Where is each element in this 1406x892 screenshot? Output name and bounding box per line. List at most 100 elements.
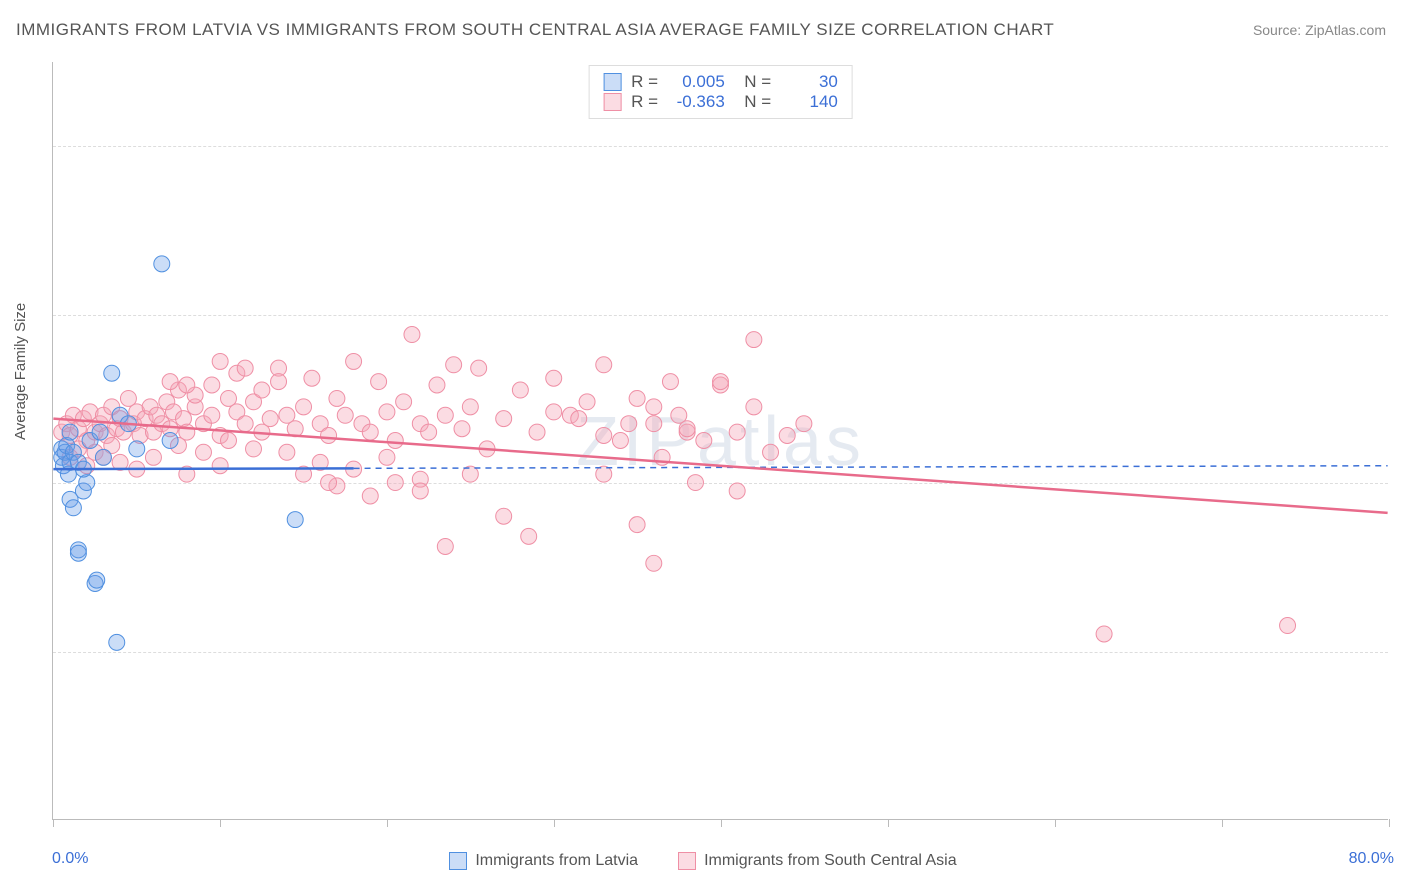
data-point (179, 377, 195, 393)
data-point (304, 370, 320, 386)
data-point (412, 483, 428, 499)
data-point (154, 256, 170, 272)
data-point (262, 411, 278, 427)
data-point (746, 332, 762, 348)
data-point (779, 427, 795, 443)
swatch-scasia-bottom (678, 852, 696, 870)
data-point (204, 377, 220, 393)
data-point (104, 365, 120, 381)
data-point (92, 424, 108, 440)
legend-item-latvia: Immigrants from Latvia (449, 852, 638, 870)
data-point (679, 421, 695, 437)
data-point (89, 572, 105, 588)
data-point (212, 353, 228, 369)
regression-line-extrapolated (354, 466, 1388, 469)
data-point (221, 433, 237, 449)
data-point (496, 508, 512, 524)
series-legend: Immigrants from Latvia Immigrants from S… (0, 852, 1406, 870)
data-point (404, 327, 420, 343)
data-point (204, 407, 220, 423)
data-point (362, 488, 378, 504)
n-value-latvia: 30 (786, 72, 838, 92)
data-point (437, 538, 453, 554)
y-tick-label: 2.00 (1392, 643, 1406, 661)
data-point (129, 441, 145, 457)
data-point (321, 427, 337, 443)
data-point (546, 404, 562, 420)
data-point (646, 399, 662, 415)
data-point (271, 374, 287, 390)
x-tick (53, 819, 54, 827)
data-point (362, 424, 378, 440)
r-value-latvia: 0.005 (673, 72, 725, 92)
legend-label-latvia: Immigrants from Latvia (475, 852, 638, 870)
data-point (646, 555, 662, 571)
data-point (512, 382, 528, 398)
data-point (237, 416, 253, 432)
swatch-scasia (603, 93, 621, 111)
data-point (371, 374, 387, 390)
regression-line (53, 419, 1387, 513)
data-point (571, 411, 587, 427)
y-axis-label: Average Family Size (12, 303, 29, 440)
x-tick (1389, 819, 1390, 827)
data-point (65, 500, 81, 516)
data-point (1096, 626, 1112, 642)
data-point (246, 441, 262, 457)
data-point (337, 407, 353, 423)
data-point (579, 394, 595, 410)
data-point (496, 411, 512, 427)
source-label: Source: ZipAtlas.com (1253, 22, 1386, 38)
data-point (421, 424, 437, 440)
data-point (729, 424, 745, 440)
data-point (696, 433, 712, 449)
swatch-latvia (603, 73, 621, 91)
data-point (763, 444, 779, 460)
data-point (162, 433, 178, 449)
data-point (713, 374, 729, 390)
data-point (662, 374, 678, 390)
data-point (629, 517, 645, 533)
data-point (109, 634, 125, 650)
data-point (296, 399, 312, 415)
n-value-scasia: 140 (786, 92, 838, 112)
data-point (1280, 618, 1296, 634)
regression-line (53, 468, 353, 469)
data-point (596, 357, 612, 373)
data-point (612, 433, 628, 449)
x-tick (387, 819, 388, 827)
data-point (687, 475, 703, 491)
chart-plot-area: ZIPatlas R = 0.005 N = 30 R = -0.363 N =… (52, 62, 1388, 820)
data-point (629, 390, 645, 406)
data-point (746, 399, 762, 415)
y-tick-label: 5.00 (1392, 137, 1406, 155)
data-point (212, 458, 228, 474)
data-point (521, 528, 537, 544)
data-point (379, 404, 395, 420)
legend-label-scasia: Immigrants from South Central Asia (704, 852, 957, 870)
x-tick (888, 819, 889, 827)
r-value-scasia: -0.363 (673, 92, 725, 112)
x-tick (1055, 819, 1056, 827)
legend-row-scasia: R = -0.363 N = 140 (603, 92, 838, 112)
data-point (454, 421, 470, 437)
data-point (596, 466, 612, 482)
x-tick (721, 819, 722, 827)
data-point (62, 424, 78, 440)
data-point (387, 475, 403, 491)
data-point (95, 449, 111, 465)
data-point (379, 449, 395, 465)
data-point (437, 407, 453, 423)
data-point (462, 399, 478, 415)
data-point (195, 444, 211, 460)
data-point (237, 360, 253, 376)
data-point (796, 416, 812, 432)
data-point (279, 444, 295, 460)
chart-title: IMMIGRANTS FROM LATVIA VS IMMIGRANTS FRO… (16, 20, 1054, 40)
data-point (471, 360, 487, 376)
legend-item-scasia: Immigrants from South Central Asia (678, 852, 957, 870)
legend-row-latvia: R = 0.005 N = 30 (603, 72, 838, 92)
data-point (346, 353, 362, 369)
data-point (162, 374, 178, 390)
data-point (321, 475, 337, 491)
